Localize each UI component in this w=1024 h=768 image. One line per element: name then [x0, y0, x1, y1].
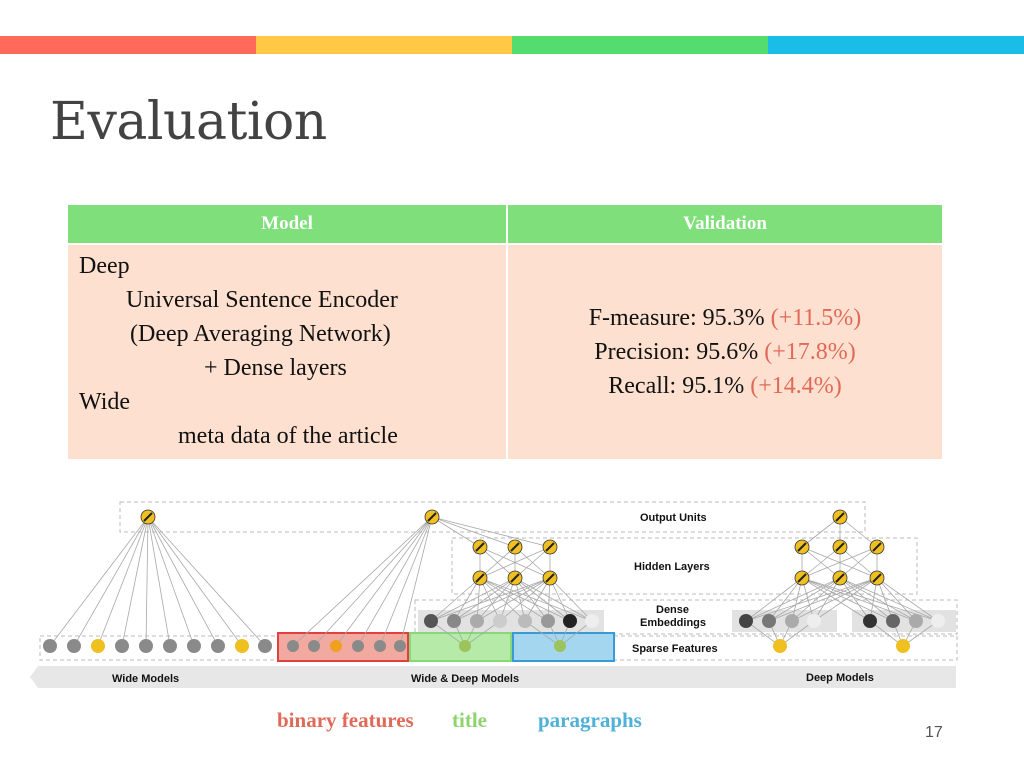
f-measure-delta: (+11.5%)	[770, 305, 862, 331]
connection-lines	[49, 516, 939, 647]
model-use: Universal Sentence Encoder	[126, 287, 398, 313]
wide-and-deep-diagram: Output Units Hidden Layers Dense Embeddi…	[30, 501, 958, 688]
page-number: 17	[925, 724, 943, 741]
embedding-nodes	[424, 614, 945, 628]
slide-title: Evaluation	[50, 92, 327, 152]
wide-deep-models-label: Wide & Deep Models	[411, 673, 519, 685]
header-model: Model	[66, 203, 508, 245]
f-measure-line: F-measure: 95.3% (+11.5%)	[508, 301, 942, 335]
model-meta: meta data of the article	[178, 423, 398, 449]
activation-units	[140, 509, 885, 586]
legend-binary-features: binary features	[277, 708, 414, 732]
hidden-layers-label: Hidden Layers	[634, 561, 710, 573]
color-stripe-bar	[0, 36, 1024, 54]
validation-cell: F-measure: 95.3% (+11.5%) Precision: 95.…	[506, 243, 944, 461]
binary-features-box	[277, 632, 409, 662]
evaluation-table: Model Validation Deep Universal Sentence…	[66, 203, 944, 461]
model-cell: Deep Universal Sentence Encoder (Deep Av…	[66, 243, 508, 461]
stripe-blue	[768, 36, 1024, 54]
table-row: Deep Universal Sentence Encoder (Deep Av…	[66, 243, 944, 461]
recall-value: Recall: 95.1%	[608, 373, 751, 399]
embeddings-label: Embeddings	[640, 617, 706, 629]
hidden-layers-box	[451, 537, 918, 595]
legend-paragraphs: paragraphs	[538, 708, 642, 732]
stripe-red	[0, 36, 256, 54]
dense-embeddings-box	[414, 599, 958, 635]
model-dan: (Deep Averaging Network)	[130, 321, 391, 347]
stripe-green	[512, 36, 768, 54]
precision-value: Precision: 95.6%	[594, 339, 765, 365]
precision-delta: (+17.8%)	[764, 339, 856, 365]
sparse-features-label: Sparse Features	[632, 643, 718, 655]
header-validation: Validation	[506, 203, 944, 245]
deep-models-label: Deep Models	[806, 672, 874, 684]
output-units-label: Output Units	[640, 512, 707, 524]
recall-delta: (+14.4%)	[750, 373, 842, 399]
bottom-model-bar	[30, 666, 956, 688]
wide-models-label: Wide Models	[112, 673, 179, 685]
model-deep: Deep	[79, 253, 130, 279]
stripe-yellow	[256, 36, 512, 54]
model-wide: Wide	[79, 389, 131, 415]
output-units-box	[119, 501, 866, 533]
legend-title: title	[452, 708, 487, 732]
embed-bg-center	[418, 610, 604, 632]
model-dense: + Dense layers	[204, 355, 347, 381]
precision-line: Precision: 95.6% (+17.8%)	[508, 335, 942, 369]
table-header-row: Model Validation	[66, 203, 944, 245]
sparse-nodes	[43, 639, 910, 653]
recall-line: Recall: 95.1% (+14.4%)	[508, 369, 942, 403]
f-measure-value: F-measure: 95.3%	[588, 305, 771, 331]
dense-label: Dense	[656, 604, 689, 616]
